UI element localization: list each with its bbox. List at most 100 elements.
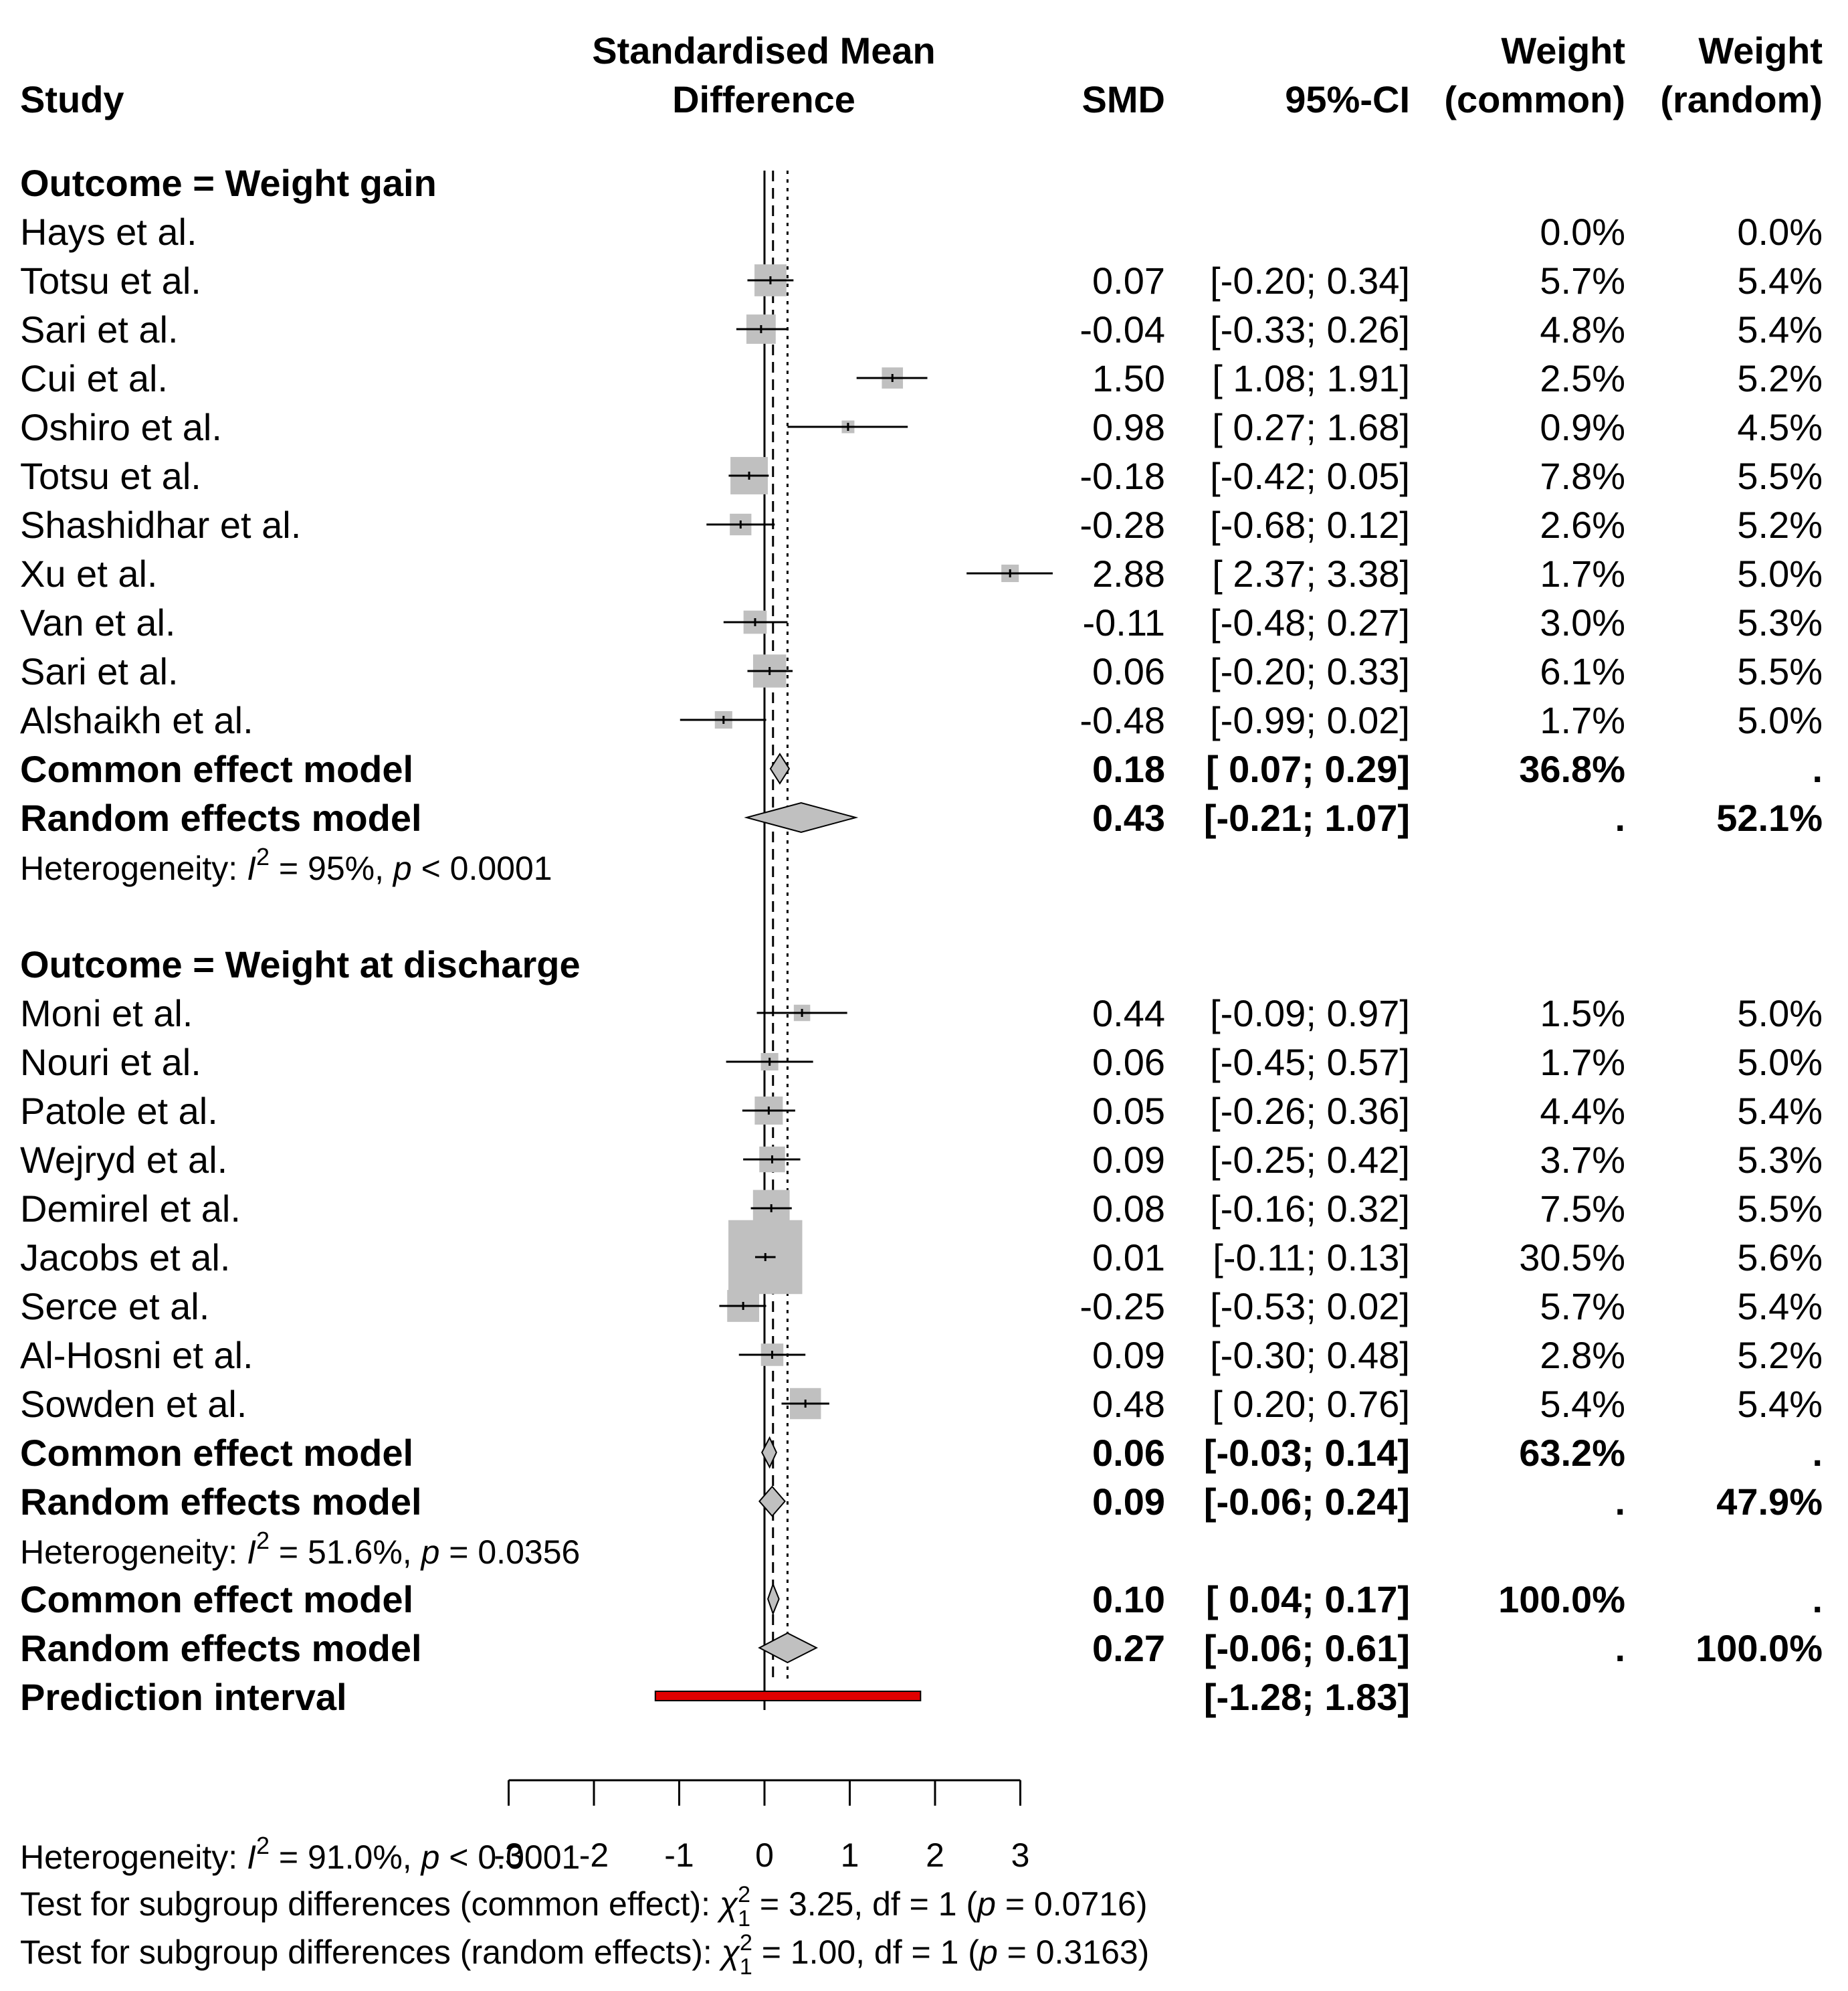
study-smd: -0.18 (1080, 455, 1165, 497)
x-axis-tick-label: 2 (926, 1836, 944, 1874)
study-weight-common: 2.8% (1540, 1334, 1625, 1376)
overall-common-weight-random: . (1812, 1578, 1823, 1620)
x-axis-tick-label: 1 (841, 1836, 859, 1874)
forest-rows: Outcome = Weight gain Hays et al. 0.0% 0.0%… (20, 162, 1823, 1718)
study-row: Sowden et al. 0.48 [ 0.20; 0.76] 5.4% 5.4% (20, 1383, 1823, 1425)
random-effects-weight-common: . (1615, 1481, 1625, 1523)
study-ci: [-0.20; 0.33] (1210, 650, 1410, 692)
prediction-interval-bar (654, 1691, 922, 1701)
overall-random-effects-row: Random effects model 0.27 [-0.06; 0.61]. 10… (20, 1627, 1823, 1669)
study-ci: [-0.11; 0.13] (1213, 1236, 1410, 1278)
study-weight-common: 6.1% (1540, 650, 1625, 692)
study-weight-random: 5.5% (1737, 455, 1823, 497)
study-ci: [-0.68; 0.12] (1210, 504, 1410, 546)
study-smd: 0.98 (1092, 406, 1165, 448)
study-ci: [ 2.37; 3.38] (1212, 553, 1410, 595)
random-effects-weight-common: . (1615, 797, 1625, 839)
study-smd: 0.48 (1092, 1383, 1165, 1425)
study-row: Cui et al. 1.50 [ 1.08; 1.91] 2.5% 5.2% (20, 357, 1823, 399)
study-weight-random: 5.0% (1737, 1041, 1823, 1083)
study-name: Sari et al. (20, 308, 179, 351)
group-heterogeneity: Heterogeneity: I2 = 95%, p < 0.0001 (20, 843, 552, 887)
prediction-interval-ci: [-1.28; 1.83] (1204, 1676, 1410, 1718)
study-name: Al-Hosni et al. (20, 1334, 253, 1376)
common-effect-label: Common effect model (20, 748, 413, 790)
study-ci: [-0.16; 0.32] (1210, 1188, 1410, 1230)
overall-common-ci: [ 0.04; 0.17] (1206, 1578, 1410, 1620)
study-name: Nouri et al. (20, 1041, 201, 1083)
study-ci: [-0.99; 0.02] (1210, 699, 1410, 741)
study-weight-common: 0.9% (1540, 406, 1625, 448)
header-plot-title-line1: Standardised Mean (592, 29, 935, 72)
study-row: Jacobs et al. 0.01 [-0.11; 0.13] 30.5% 5.6% (20, 1220, 1823, 1295)
x-axis-tick-label: 3 (1011, 1836, 1030, 1874)
study-row: Shashidhar et al. -0.28 [-0.68; 0.12] 2.6% 5… (20, 504, 1823, 546)
study-row: Sari et al. 0.06 [-0.20; 0.33] 6.1% 5.5% (20, 650, 1823, 692)
overall-common-effect-row: Common effect model 0.10 [ 0.04; 0.17] 100.… (20, 1578, 1823, 1620)
header-weight-random-line2: (random) (1660, 78, 1823, 120)
study-name: Sari et al. (20, 650, 179, 692)
common-effect-weight-random: . (1812, 748, 1823, 790)
study-weight-common: 1.5% (1540, 992, 1625, 1034)
common-effect-ci: [ 0.07; 0.29] (1206, 748, 1410, 790)
study-row: Xu et al. 2.88 [ 2.37; 3.38] 1.7% 5.0% (20, 553, 1823, 595)
study-weight-random: 5.4% (1737, 1285, 1823, 1327)
study-weight-common: 7.8% (1540, 455, 1625, 497)
study-ci: [-0.20; 0.34] (1210, 260, 1410, 302)
study-row: Hays et al. 0.0% 0.0% (20, 211, 1823, 253)
study-weight-random: 5.2% (1737, 504, 1823, 546)
study-row: Al-Hosni et al. 0.09 [-0.30; 0.48] 2.8% 5.2% (20, 1334, 1823, 1376)
study-name: Van et al. (20, 601, 175, 644)
study-weight-random: 5.5% (1737, 1188, 1823, 1230)
study-weight-common: 5.7% (1540, 260, 1625, 302)
overall-common-label: Common effect model (20, 1578, 413, 1620)
study-weight-common: 3.0% (1540, 601, 1625, 644)
overall-random-label: Random effects model (20, 1627, 422, 1669)
study-ci: [-0.33; 0.26] (1210, 308, 1410, 351)
header-plot-title-line2: Difference (672, 78, 855, 120)
x-axis-tick-label: -1 (664, 1836, 694, 1874)
study-row: Van et al. -0.11 [-0.48; 0.27] 3.0% 5.3% (20, 601, 1823, 644)
study-row: Serce et al. -0.25 [-0.53; 0.02] 5.7% 5.4% (20, 1285, 1823, 1327)
header-weight-common-line2: (common) (1444, 78, 1625, 120)
study-name: Hays et al. (20, 211, 197, 253)
overall-heterogeneity: Heterogeneity: I2 = 91.0%, p < 0.0001 (20, 1832, 580, 1876)
study-ci: [-0.53; 0.02] (1210, 1285, 1410, 1327)
study-weight-common: 1.7% (1540, 553, 1625, 595)
random-effects-ci: [-0.06; 0.24] (1204, 1481, 1410, 1523)
study-row: Totsu et al. 0.07 [-0.20; 0.34] 5.7% 5.4% (20, 260, 1823, 302)
x-axis-tick-label: -3 (494, 1836, 523, 1874)
x-axis-tick-label: 0 (755, 1836, 774, 1874)
common-effect-smd: 0.18 (1092, 748, 1165, 790)
study-weight-random: 5.0% (1737, 699, 1823, 741)
random-effects-ci: [-0.21; 1.07] (1204, 797, 1410, 839)
study-row: Oshiro et al. 0.98 [ 0.27; 1.68] 0.9% 4.5% (20, 406, 1823, 448)
study-smd: 0.06 (1092, 650, 1165, 692)
x-axis: -3 -2 -1 0 1 2 3 (494, 1779, 1030, 1874)
footer-notes: Heterogeneity: I2 = 91.0%, p < 0.0001 Tes… (20, 1832, 1149, 1980)
study-smd: 0.07 (1092, 260, 1165, 302)
header-smd: SMD (1082, 78, 1165, 120)
study-smd: 0.06 (1092, 1041, 1165, 1083)
study-weight-random: 5.0% (1737, 992, 1823, 1034)
study-ci: [ 0.27; 1.68] (1212, 406, 1410, 448)
study-weight-random: 5.3% (1737, 601, 1823, 644)
study-weight-random: 5.3% (1737, 1139, 1823, 1181)
study-ci: [-0.26; 0.36] (1210, 1090, 1410, 1132)
study-weight-random: 5.4% (1737, 1383, 1823, 1425)
study-smd: 1.50 (1092, 357, 1165, 399)
study-row: Sari et al. -0.04 [-0.33; 0.26] 4.8% 5.4% (20, 308, 1823, 351)
study-weight-common: 0.0% (1540, 211, 1625, 253)
common-effect-smd: 0.06 (1092, 1432, 1165, 1474)
common-effect-weight-common: 36.8% (1519, 748, 1625, 790)
common-effect-weight-random: . (1812, 1432, 1823, 1474)
common-effect-diamond (761, 1436, 777, 1469)
study-name: Xu et al. (20, 553, 157, 595)
header-study: Study (20, 78, 124, 120)
study-weight-common: 2.6% (1540, 504, 1625, 546)
study-name: Sowden et al. (20, 1383, 247, 1425)
overall-common-diamond (767, 1582, 780, 1616)
study-smd: 0.44 (1092, 992, 1165, 1034)
study-weight-common: 7.5% (1540, 1188, 1625, 1230)
overall-random-diamond (758, 1632, 818, 1664)
